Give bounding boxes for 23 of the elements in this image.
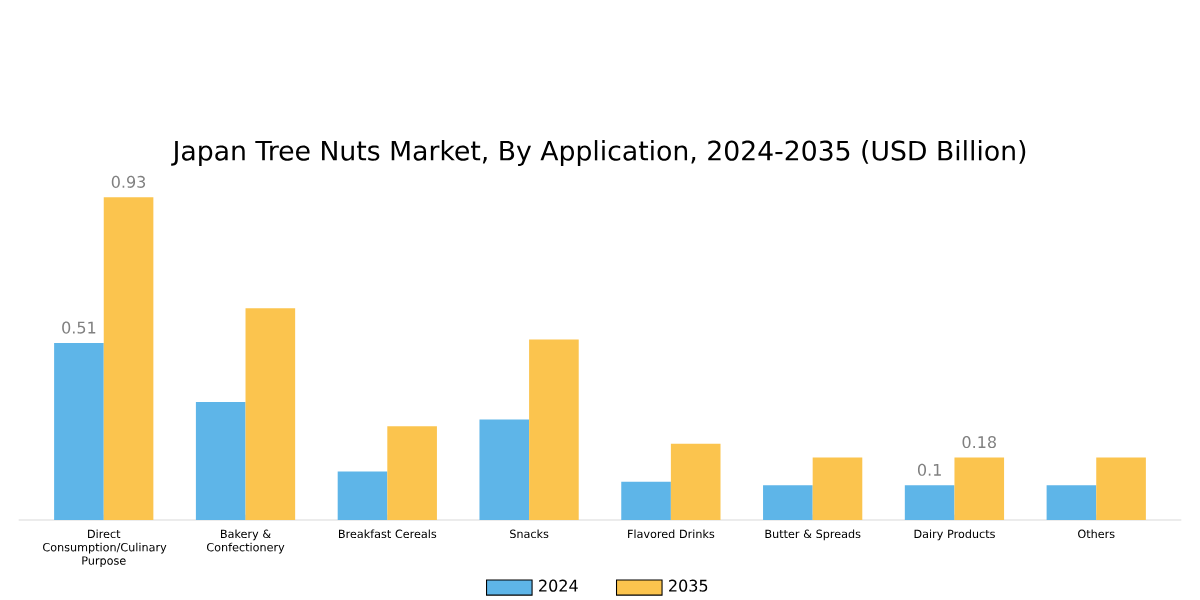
data-label: 0.51 (62, 321, 96, 334)
chart-title: Japan Tree Nuts Market, By Application, 2024-2035 (USD Billion) (171, 140, 1026, 166)
bar (812, 457, 863, 520)
bar (763, 485, 813, 520)
bar (387, 426, 437, 520)
bar (337, 471, 388, 520)
bar (954, 457, 1005, 520)
legend-label: 2035 (669, 579, 708, 592)
data-label: 0.1 (917, 463, 941, 476)
bar (195, 402, 246, 520)
data-label: 0.93 (111, 175, 146, 188)
bar (529, 339, 579, 520)
legend-label: 2024 (539, 579, 578, 592)
bar (245, 308, 296, 520)
bar (1096, 457, 1146, 520)
bar (670, 443, 721, 520)
bar (54, 343, 104, 520)
bar (621, 481, 671, 520)
bar (103, 197, 154, 520)
data-label: 0.18 (962, 436, 996, 449)
bar (1046, 485, 1097, 520)
bar (904, 485, 955, 520)
bar (479, 419, 530, 520)
